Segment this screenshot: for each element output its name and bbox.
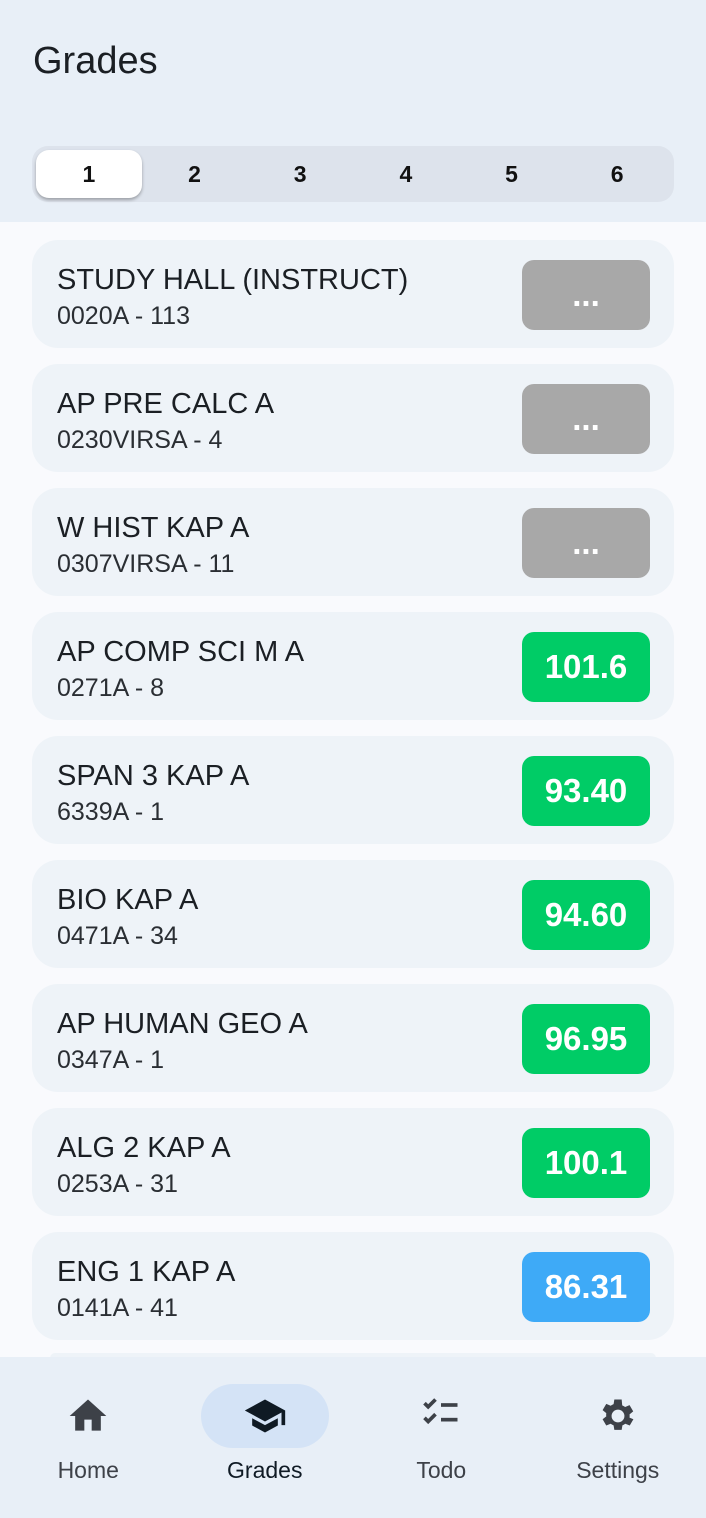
grade-badge[interactable]: 100.1 xyxy=(522,1128,650,1198)
course-name: W HIST KAP A xyxy=(57,512,250,544)
course-name: ALG 2 KAP A xyxy=(57,1132,231,1164)
period-tab-5[interactable]: 5 xyxy=(505,160,518,187)
graduation-cap-icon xyxy=(243,1394,287,1438)
checklist-icon xyxy=(419,1394,463,1438)
nav-label: Grades xyxy=(227,1457,303,1483)
course-card[interactable]: SPAN 3 KAP A 6339A - 1 93.40 xyxy=(32,736,674,844)
grade-badge[interactable]: 101.6 xyxy=(522,632,650,702)
course-name: STUDY HALL (INSTRUCT) xyxy=(57,264,409,296)
course-card[interactable]: W HIST KAP A 0307VIRSA - 11 ... xyxy=(32,488,674,596)
course-card[interactable]: AP COMP SCI M A 0271A - 8 101.6 xyxy=(32,612,674,720)
grade-badge[interactable]: 93.40 xyxy=(522,756,650,826)
grade-badge[interactable]: 96.95 xyxy=(522,1004,650,1074)
nav-label: Todo xyxy=(416,1457,467,1483)
period-tab-6[interactable]: 6 xyxy=(610,160,624,187)
grade-badge[interactable]: ... xyxy=(522,384,650,454)
course-name: AP HUMAN GEO A xyxy=(57,1008,308,1040)
period-tab-3[interactable]: 3 xyxy=(293,160,307,187)
nav-item-settings[interactable]: Settings xyxy=(530,1357,706,1518)
page-title: Grades xyxy=(33,40,158,82)
grade-badge[interactable]: ... xyxy=(522,260,650,330)
course-code: 0347A - 1 xyxy=(57,1046,165,1074)
nav-item-todo[interactable]: Todo xyxy=(353,1357,530,1518)
course-card[interactable]: ENG 1 KAP A 0141A - 41 86.31 xyxy=(32,1232,674,1340)
gear-icon xyxy=(596,1394,640,1438)
course-code: 0271A - 8 xyxy=(57,674,165,702)
course-card[interactable]: STUDY HALL (INSTRUCT) 0020A - 113 ... xyxy=(32,240,674,348)
course-code: 0471A - 34 xyxy=(57,922,178,950)
bottom-nav: Home Grades Todo Settings xyxy=(0,1357,706,1518)
course-name: AP COMP SCI M A xyxy=(57,636,305,668)
period-tab-1[interactable]: 1 xyxy=(36,150,142,198)
course-code: 6339A - 1 xyxy=(57,798,165,826)
grade-badge[interactable]: ... xyxy=(522,508,650,578)
nav-item-grades[interactable]: Grades xyxy=(177,1357,354,1518)
course-code: 0141A - 41 xyxy=(57,1294,178,1322)
course-card[interactable]: BIO KAP A 0471A - 34 94.60 xyxy=(32,860,674,968)
period-tab-2[interactable]: 2 xyxy=(188,160,201,187)
nav-item-home[interactable]: Home xyxy=(0,1357,177,1518)
grade-badge[interactable]: 86.31 xyxy=(522,1252,650,1322)
course-card[interactable]: AP HUMAN GEO A 0347A - 1 96.95 xyxy=(32,984,674,1092)
course-code: 0230VIRSA - 4 xyxy=(57,426,223,454)
course-name: SPAN 3 KAP A xyxy=(57,760,250,792)
course-name: BIO KAP A xyxy=(57,884,199,916)
course-code: 0020A - 113 xyxy=(57,302,190,330)
period-selector: 1 2 3 4 5 6 xyxy=(32,146,674,202)
course-card[interactable]: ALG 2 KAP A 0253A - 31 100.1 xyxy=(32,1108,674,1216)
course-code: 0307VIRSA - 11 xyxy=(57,550,235,578)
course-code: 0253A - 31 xyxy=(57,1170,178,1198)
nav-label: Home xyxy=(57,1457,119,1483)
grade-badge[interactable]: 94.60 xyxy=(522,880,650,950)
course-name: AP PRE CALC A xyxy=(57,388,275,420)
nav-label: Settings xyxy=(576,1457,660,1483)
course-list: STUDY HALL (INSTRUCT) 0020A - 113 ... AP … xyxy=(32,240,674,1356)
course-name: ENG 1 KAP A xyxy=(57,1256,236,1288)
header: Grades 1 2 3 4 5 6 xyxy=(0,0,706,222)
course-card[interactable]: AP PRE CALC A 0230VIRSA - 4 ... xyxy=(32,364,674,472)
home-icon xyxy=(66,1394,110,1438)
period-tab-4[interactable]: 4 xyxy=(399,160,413,187)
